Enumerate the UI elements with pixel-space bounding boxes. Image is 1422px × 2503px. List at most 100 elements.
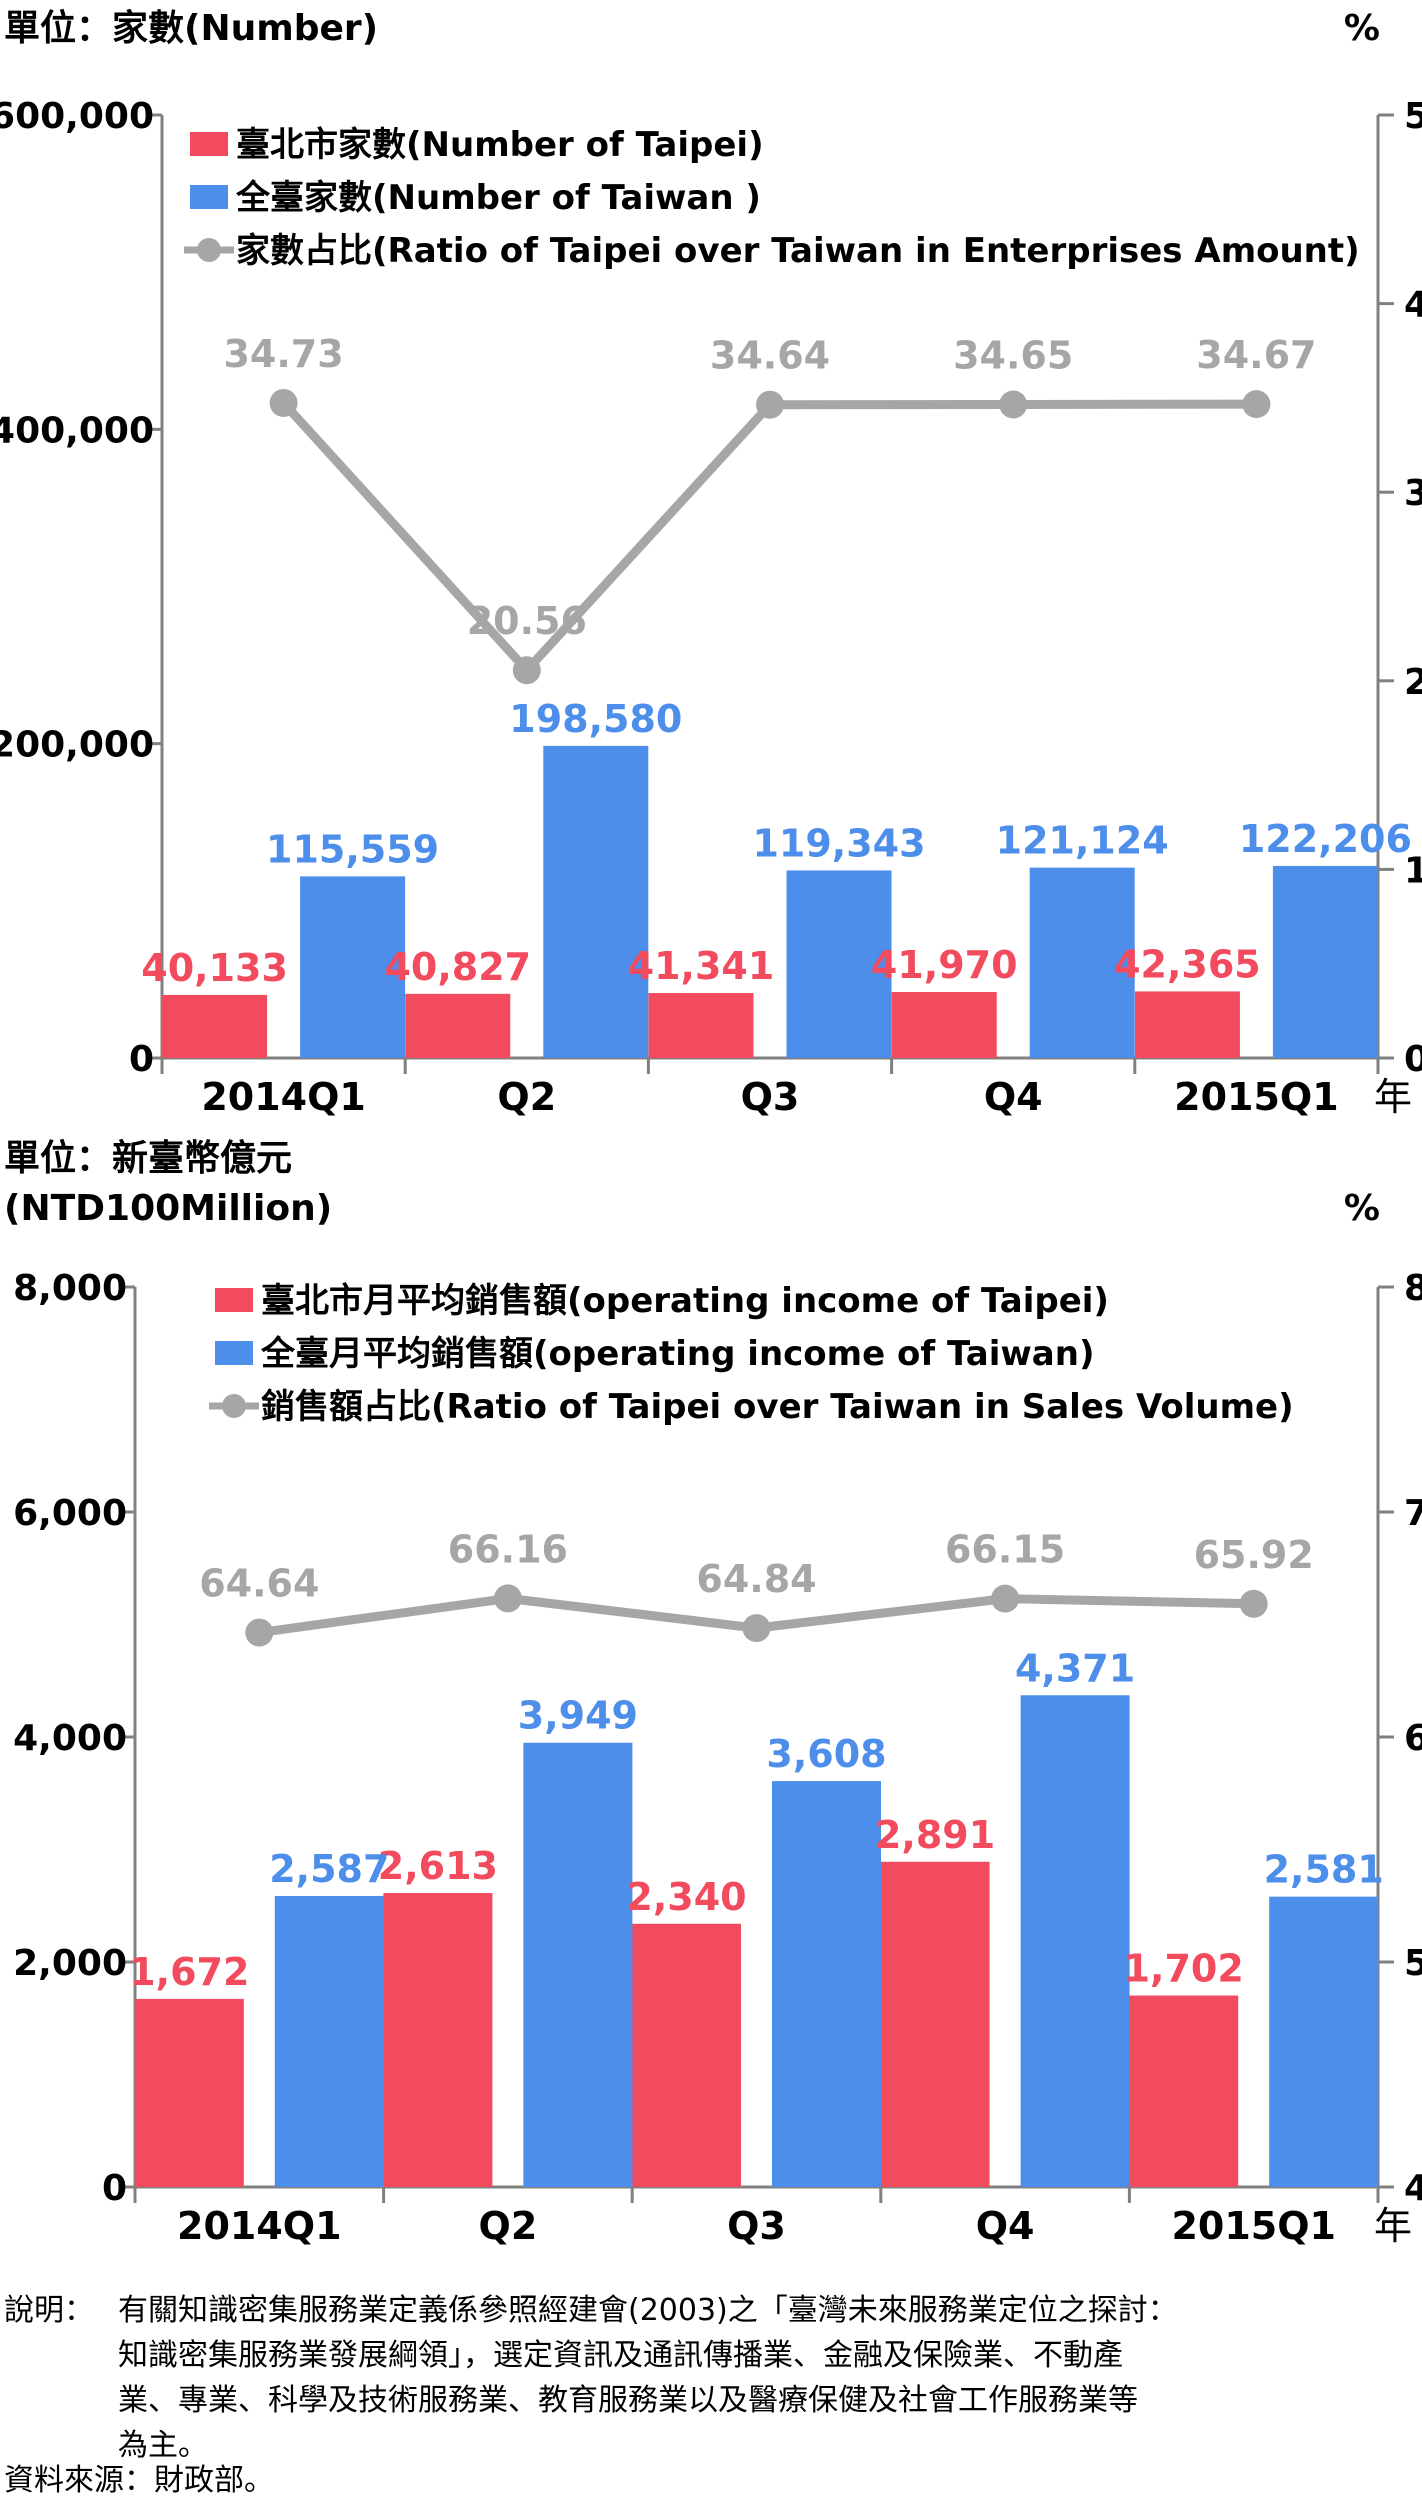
legend-swatch	[215, 1341, 253, 1365]
explanation-label: 說明：	[4, 2293, 94, 2328]
legend-label: 家數占比(Ratio of Taipei over Taiwan in Ente…	[236, 231, 1360, 271]
bar-value-label: 42,365	[1114, 942, 1261, 986]
legend-swatch	[215, 1288, 253, 1312]
bar-value-label: 1,672	[129, 1950, 249, 1994]
chart-1	[146, 113, 1394, 1074]
bar-value-label: 4,371	[1015, 1646, 1135, 1690]
ratio-value-label: 34.67	[1196, 333, 1316, 377]
bar-value-label: 198,580	[509, 697, 682, 741]
bar-value-label: 115,559	[266, 827, 439, 871]
bar-series-1	[134, 1998, 244, 2187]
x-tick-label: Q4	[976, 2204, 1035, 2248]
x-tick-label: 2014Q1	[201, 1075, 366, 1119]
ratio-point	[756, 390, 784, 419]
ratio-value-label: 65.92	[1194, 1533, 1314, 1577]
bar-series-2	[1269, 1896, 1379, 2187]
ratio-value-label: 64.84	[696, 1557, 816, 1601]
y-right-tick-label: 50	[1404, 96, 1422, 137]
y-right-tick-label: 80	[1404, 1268, 1422, 1309]
bar-series-2	[786, 870, 892, 1058]
x-tick-label: Q2	[479, 2204, 538, 2248]
ratio-line	[280, 399, 1257, 675]
unit-left-label: 單位：家數(Number)	[4, 8, 378, 49]
legend-marker	[222, 1394, 246, 1418]
bar-series-1	[1129, 1995, 1239, 2187]
ratio-value-label: 34.64	[710, 334, 830, 378]
y-left-tick-label: 0	[102, 2168, 127, 2209]
y-left-tick-label: 4,000	[13, 1718, 127, 1759]
ratio-point	[1242, 390, 1271, 419]
bar-series-1	[405, 993, 511, 1058]
ratio-point	[991, 1584, 1020, 1613]
bar-value-label: 1,702	[1124, 1947, 1244, 1991]
bar-series-2	[543, 745, 649, 1058]
ratio-point	[269, 388, 298, 417]
unit-left-label: (NTD100Million)	[4, 1188, 332, 1229]
bar-series-2	[274, 1895, 384, 2187]
ratio-value-label: 66.16	[448, 1527, 568, 1571]
bar-series-2	[772, 1781, 881, 2187]
y-left-tick-label: 2,000	[13, 1943, 127, 1984]
y-left-tick-label: 400,000	[0, 410, 154, 451]
bar-value-label: 40,133	[141, 946, 288, 990]
explanation-line-4: 為主。	[118, 2428, 208, 2463]
year-suffix-label: 年	[1374, 1075, 1412, 1119]
y-right-tick-label: 70	[1404, 1493, 1422, 1534]
unit-left-label: 單位：新臺幣億元	[4, 1138, 292, 1179]
x-tick-label: 2014Q1	[177, 2204, 342, 2248]
bar-series-2	[1029, 867, 1135, 1058]
bar-value-label: 40,827	[384, 945, 531, 989]
legend-label: 銷售額占比(Ratio of Taipei over Taiwan in Sal…	[261, 1387, 1294, 1427]
y-right-tick-label: 40	[1404, 2168, 1422, 2209]
legend-label: 全臺月平均銷售額(operating income of Taiwan)	[260, 1334, 1094, 1374]
ratio-value-label: 34.73	[223, 332, 343, 376]
legend-label: 臺北市家數(Number of Taipei)	[236, 125, 764, 165]
bar-value-label: 41,970	[871, 943, 1018, 987]
bar-series-1	[383, 1893, 493, 2187]
bar-series-1	[891, 992, 997, 1058]
bar-series-2	[1020, 1695, 1130, 2187]
bar-value-label: 3,608	[766, 1732, 886, 1776]
ratio-point	[245, 1618, 274, 1647]
x-tick-label: Q4	[984, 1075, 1043, 1119]
legend-label: 臺北市月平均銷售額(operating income of Taipei)	[261, 1281, 1109, 1321]
explanation-line-2: 知識密集服務業發展綱領」，選定資訊及通訊傳播業、金融及保險業、不動產	[118, 2338, 1123, 2373]
x-tick-label: Q3	[727, 2204, 786, 2248]
bar-series-1	[1134, 991, 1240, 1058]
bar-series-2	[1272, 865, 1378, 1058]
chart-2	[119, 1285, 1394, 2203]
unit-right-label: %	[1344, 1188, 1380, 1229]
y-right-tick-label: 40	[1404, 285, 1422, 326]
legend-swatch	[190, 132, 228, 156]
ratio-point	[512, 656, 541, 685]
source-note: 資料來源：財政部。	[4, 2463, 274, 2498]
bar-series-2	[523, 1742, 633, 2187]
bar-value-label: 2,891	[875, 1813, 995, 1857]
bar-value-label: 121,124	[996, 819, 1169, 863]
bar-value-label: 122,206	[1239, 817, 1412, 861]
y-left-tick-label: 600,000	[0, 96, 154, 137]
year-suffix-label: 年	[1374, 2204, 1412, 2248]
bar-series-1	[880, 1861, 990, 2187]
x-tick-label: Q3	[741, 1075, 800, 1119]
ratio-value-label: 34.65	[953, 334, 1073, 378]
y-left-tick-label: 0	[129, 1039, 154, 1080]
bar-series-1	[648, 993, 754, 1058]
bar-value-label: 3,949	[518, 1694, 638, 1738]
x-tick-label: Q2	[497, 1075, 556, 1119]
bar-series-1	[162, 994, 268, 1058]
unit-right-label: %	[1344, 8, 1380, 49]
bar-value-label: 2,340	[626, 1875, 746, 1919]
y-right-tick-label: 50	[1404, 1943, 1422, 1984]
y-left-tick-label: 6,000	[13, 1493, 127, 1534]
bar-value-label: 2,613	[378, 1844, 498, 1888]
ratio-value-label: 20.56	[467, 599, 587, 643]
y-right-tick-label: 20	[1404, 662, 1422, 703]
y-left-tick-label: 8,000	[13, 1268, 127, 1309]
y-right-tick-label: 60	[1404, 1718, 1422, 1759]
explanation-line-1: 有關知識密集服務業定義係參照經建會(2003)之「臺灣未來服務業定位之探討：	[118, 2293, 1178, 2328]
y-right-tick-label: 0	[1404, 1039, 1422, 1080]
x-tick-label: 2015Q1	[1171, 2204, 1336, 2248]
legend-swatch	[190, 185, 228, 209]
